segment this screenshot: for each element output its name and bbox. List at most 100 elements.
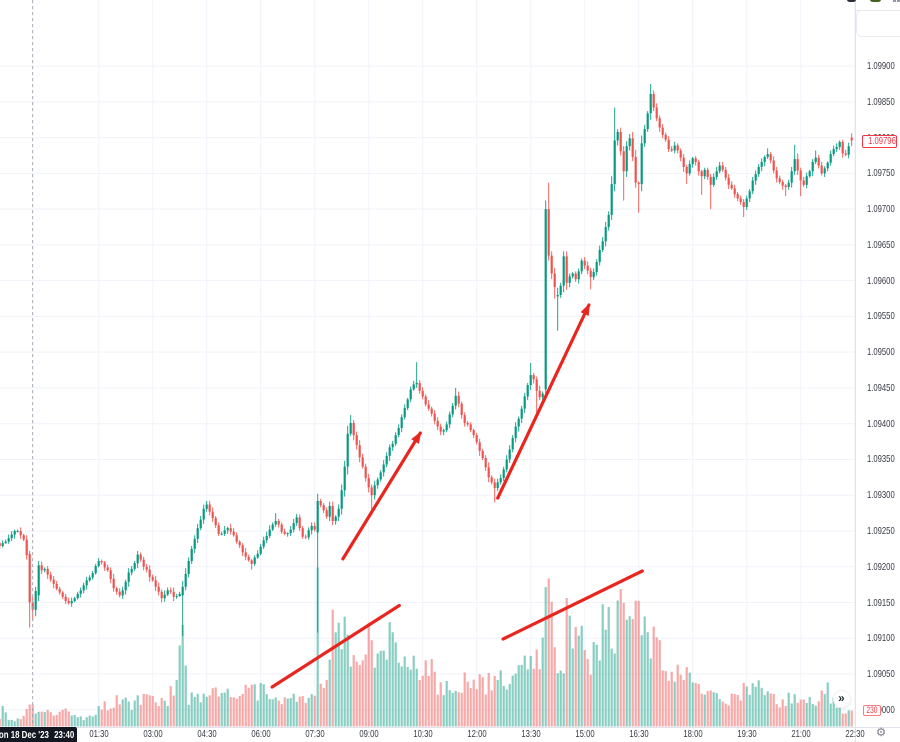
- volume-bar: [160, 697, 163, 727]
- candle-body: [820, 165, 823, 174]
- time-axis-settings-gear-icon[interactable]: ⚙: [875, 727, 887, 739]
- candle-body: [409, 389, 412, 400]
- volume-bar: [847, 710, 850, 727]
- volume-bar: [181, 624, 184, 727]
- volume-bar: [493, 675, 496, 727]
- volume-bar: [97, 706, 100, 727]
- volume-bar: [733, 694, 736, 727]
- volume-bar: [652, 626, 655, 727]
- candle-body: [43, 568, 46, 571]
- crosshair-time: 23:40: [53, 728, 74, 741]
- candle-body: [142, 559, 145, 567]
- candle-body: [454, 395, 457, 406]
- candle-body: [670, 149, 673, 151]
- volume-bar: [670, 671, 673, 727]
- trend-arrow[interactable]: [496, 303, 591, 500]
- candle-body: [571, 273, 574, 277]
- candle-body: [331, 505, 334, 521]
- candle-body: [187, 561, 190, 574]
- candle-body: [79, 590, 82, 594]
- candle-body: [67, 601, 70, 604]
- candle-body: [202, 508, 205, 520]
- candle-body: [592, 272, 595, 278]
- candle-body: [220, 533, 223, 535]
- volume-bar: [703, 694, 706, 727]
- volume-bar: [355, 661, 358, 727]
- candle-body: [679, 150, 682, 158]
- time-axis-label: 19:30: [737, 728, 757, 740]
- volume-bar: [400, 666, 403, 727]
- volume-bar: [523, 655, 526, 727]
- volume-bar: [610, 648, 613, 727]
- volume-bar: [271, 699, 274, 727]
- volume-bar: [553, 647, 556, 727]
- candle-body: [664, 134, 667, 140]
- candle-body: [112, 578, 115, 589]
- candle-body: [565, 256, 568, 283]
- volume-bar: [832, 697, 835, 727]
- volume-bar: [412, 655, 415, 727]
- candle-body: [526, 385, 529, 397]
- volume-bar: [517, 665, 520, 727]
- candle-body: [709, 176, 712, 185]
- trend-line[interactable]: [270, 603, 401, 689]
- volume-bar: [202, 693, 205, 727]
- candle-body: [511, 438, 514, 450]
- volume-bar: [769, 693, 772, 727]
- volume-bar: [1, 705, 4, 727]
- candle-body: [634, 156, 637, 183]
- volume-bar: [265, 694, 268, 727]
- volume-bar: [520, 664, 523, 727]
- go-to-realtime-button[interactable]: »: [832, 689, 851, 708]
- price-axis-label: 1.09500: [866, 346, 895, 359]
- volume-bar: [745, 686, 748, 727]
- volume-bar: [52, 715, 55, 727]
- volume-bar: [736, 694, 739, 727]
- time-axis-label: 06:00: [251, 728, 271, 740]
- candle-body: [250, 560, 253, 564]
- candle-body: [442, 430, 445, 432]
- volume-bar: [673, 681, 676, 727]
- price-axis[interactable]: [855, 0, 900, 742]
- price-axis-corner-panel: [856, 10, 900, 37]
- volume-bar: [685, 667, 688, 727]
- trend-arrow[interactable]: [341, 431, 422, 561]
- volume-bar: [397, 662, 400, 727]
- volume-bar: [826, 682, 829, 727]
- trend-line[interactable]: [501, 569, 644, 641]
- candle-body: [100, 561, 103, 563]
- volume-bar: [658, 640, 661, 727]
- candle-body: [730, 184, 733, 189]
- candle-body: [1, 543, 4, 546]
- volume-bar: [283, 697, 286, 727]
- candle-body: [382, 464, 385, 473]
- volume-bar: [133, 700, 136, 727]
- candle-body: [493, 482, 496, 489]
- candle-body: [712, 176, 715, 185]
- candle-body: [316, 500, 319, 533]
- volume-bar: [313, 695, 316, 727]
- candle-body: [619, 131, 622, 152]
- last-price-label[interactable]: 1.09796: [861, 134, 897, 148]
- candle-body: [271, 524, 274, 530]
- candle-body: [286, 533, 289, 535]
- volume-bar: [547, 578, 550, 727]
- volume-bar: [559, 670, 562, 727]
- time-axis[interactable]: [0, 727, 900, 742]
- candle-body: [274, 520, 277, 525]
- volume-bar: [241, 694, 244, 727]
- candle-body: [463, 415, 466, 423]
- volume-bar: [742, 682, 745, 727]
- volume-bar: [307, 697, 310, 727]
- volume-bar: [445, 680, 448, 727]
- candle-body: [589, 270, 592, 278]
- volume-bar: [253, 684, 256, 727]
- volume-bar: [796, 702, 799, 727]
- candle-body: [298, 517, 301, 529]
- volume-bar: [19, 719, 22, 727]
- volume-bar: [4, 712, 7, 727]
- volume-bar: [604, 629, 607, 727]
- candle-body: [70, 601, 73, 604]
- time-axis-label: 18:00: [683, 728, 703, 740]
